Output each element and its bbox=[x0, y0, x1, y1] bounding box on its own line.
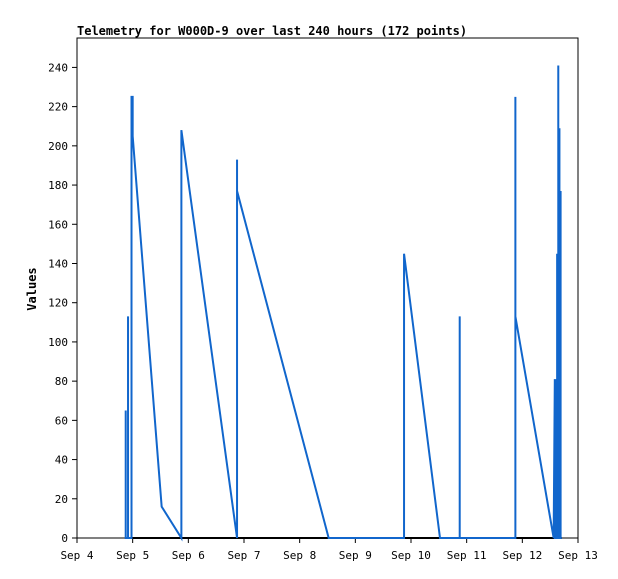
y-tick-label: 40 bbox=[55, 454, 68, 467]
x-tick-label: Sep 11 bbox=[447, 549, 487, 562]
y-tick-label: 120 bbox=[48, 297, 68, 310]
y-tick-label: 80 bbox=[55, 375, 68, 388]
y-axis-label: Values bbox=[25, 267, 39, 310]
y-tick-label: 100 bbox=[48, 336, 68, 349]
y-tick-label: 200 bbox=[48, 140, 68, 153]
plot-area bbox=[76, 37, 579, 539]
chart-title: Telemetry for W000D-9 over last 240 hour… bbox=[77, 24, 467, 38]
y-tick-label: 240 bbox=[48, 61, 68, 74]
y-tick-label: 0 bbox=[61, 532, 68, 545]
x-tick-label: Sep 5 bbox=[116, 549, 149, 562]
y-axis: 0 20 40 60 80 100 120 140 160 180 200 220 240 bbox=[48, 61, 77, 545]
y-tick-label: 20 bbox=[55, 493, 68, 506]
x-tick-label: Sep 12 bbox=[502, 549, 542, 562]
x-tick-label: Sep 7 bbox=[227, 549, 260, 562]
y-tick-label: 140 bbox=[48, 257, 68, 270]
y-tick-label: 160 bbox=[48, 218, 68, 231]
x-axis: Sep 4 Sep 5 Sep 6 Sep 7 Sep 8 Sep 9 Sep 10 Sep … bbox=[60, 538, 598, 562]
y-tick-label: 60 bbox=[55, 414, 68, 427]
x-tick-label: Sep 9 bbox=[339, 549, 372, 562]
x-tick-label: Sep 10 bbox=[391, 549, 431, 562]
y-tick-label: 180 bbox=[48, 179, 68, 192]
x-tick-label: Sep 8 bbox=[283, 549, 316, 562]
series-line bbox=[124, 65, 562, 542]
series-layer bbox=[124, 65, 562, 542]
x-tick-label: Sep 6 bbox=[172, 549, 205, 562]
x-tick-label: Sep 4 bbox=[60, 549, 93, 562]
x-tick-label: Sep 13 bbox=[558, 549, 598, 562]
y-tick-label: 220 bbox=[48, 101, 68, 114]
